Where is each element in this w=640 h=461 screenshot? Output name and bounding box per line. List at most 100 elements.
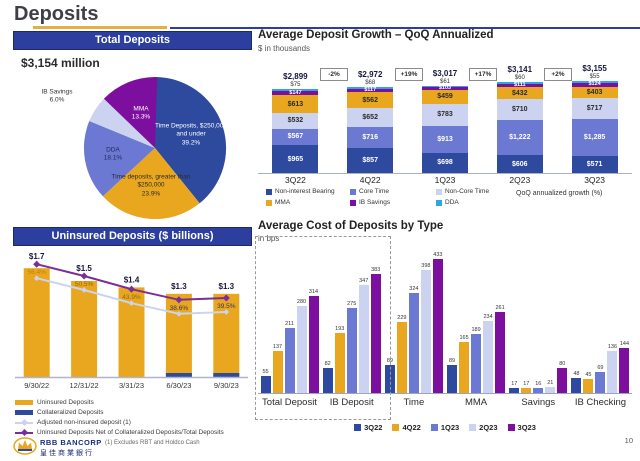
cost-bar-wrap: 17 <box>509 381 520 393</box>
cost-bar <box>545 386 556 393</box>
cost-value-label: 398 <box>421 262 431 269</box>
legend-item: Uninsured Deposits Net of Collateralized… <box>15 428 252 437</box>
legend-swatch <box>15 410 33 415</box>
legend-item: 2Q23 <box>469 423 498 432</box>
legend-swatch <box>436 199 442 206</box>
legend-swatch <box>354 424 362 431</box>
legend-item: 3Q23 <box>507 423 536 432</box>
growth-x-label: 1Q23 <box>434 175 456 185</box>
cost-value-label: 275 <box>347 300 357 307</box>
cost-value-label: 324 <box>409 285 419 292</box>
growth-segment <box>496 82 543 84</box>
growth-column: $2,899 $75 $147 $613 $532 $567 $965 <box>258 56 333 173</box>
uninsured-x-label: 12/31/22 <box>69 381 99 390</box>
cost-x-axis-line <box>258 393 632 394</box>
growth-stack: $103 $459 $783 $913 $698 <box>421 85 468 173</box>
growth-segment: $965 <box>272 145 319 173</box>
cost-value-label: 165 <box>459 334 469 341</box>
cost-value-label: 89 <box>449 358 456 365</box>
cost-bar <box>346 307 357 393</box>
growth-dda-label: $75 <box>290 81 301 88</box>
cost-value-label: 69 <box>597 364 604 371</box>
cost-bar-wrap: 82 <box>322 361 333 393</box>
cost-bar <box>308 295 319 393</box>
cost-value-label: 280 <box>296 299 307 306</box>
pie-slice-label: IB Savings 6.0% <box>41 88 73 104</box>
cost-bar <box>284 327 295 393</box>
pie-slice <box>102 148 200 220</box>
cost-group-bars: 55 137 211 280 314 <box>260 248 319 393</box>
page-number: 10 <box>624 436 633 445</box>
cost-bar-wrap: 16 <box>533 381 544 393</box>
growth-segment-label: $716 <box>362 134 378 142</box>
growth-segment-label: $124 <box>588 81 601 88</box>
uninsured-svg: $1.7 56.4% $1.5 50.5% $1.4 43.9% $1.3 38.6% $1.3… <box>15 252 248 379</box>
legend-label: Non-Core Time <box>445 188 490 195</box>
growth-segment: $783 <box>421 103 468 127</box>
cost-value-label: 137 <box>272 343 283 350</box>
growth-columns: $2,899 $75 $147 $613 $532 $567 $965 $2,972 $68 $1… <box>258 56 632 173</box>
legend-item: 1Q23 <box>430 423 459 432</box>
cost-chart-subtitle: in bps <box>258 234 280 243</box>
cost-bar <box>408 292 419 393</box>
crown-logo-icon <box>13 437 37 455</box>
total-deposits-header: Total Deposits <box>13 31 252 50</box>
cost-bar-wrap: 55 <box>260 369 271 393</box>
cost-bar <box>557 368 568 393</box>
growth-segment <box>347 86 394 89</box>
growth-segment: $698 <box>421 152 468 173</box>
legend-swatch <box>15 428 33 437</box>
legend-swatch <box>392 424 400 431</box>
cost-value-label: 261 <box>495 305 505 312</box>
growth-segment: $717 <box>571 98 618 120</box>
growth-segment <box>571 81 618 84</box>
left-column: Total Deposits $3,154 million Time Depos… <box>13 31 252 457</box>
growth-segment <box>421 85 468 88</box>
cost-bar-wrap: 280 <box>296 299 307 393</box>
cost-chart-title: Average Cost of Deposits by Type <box>258 220 444 232</box>
cost-group-bars: 48 45 69 136 144 <box>571 248 630 393</box>
cost-value-label: 45 <box>585 372 592 379</box>
growth-total-label: $3,017 <box>432 68 458 78</box>
cost-bar <box>432 258 443 393</box>
legend-label: DDA <box>445 199 459 206</box>
cost-bar-wrap: 229 <box>396 315 407 393</box>
uninsured-pct-label: 50.5% <box>75 281 94 288</box>
qoq-growth-box: -2% <box>320 68 348 81</box>
cost-value-label: 211 <box>285 320 294 327</box>
cost-value-label: 347 <box>359 278 369 285</box>
cost-value-label: 193 <box>335 326 345 333</box>
cost-bar-wrap: 80 <box>557 361 568 393</box>
footnote: (1) Excludes RBT and Holdco Cash <box>105 440 200 446</box>
uninsured-x-label: 3/31/23 <box>119 381 145 390</box>
growth-segment: $147 <box>272 90 319 96</box>
uninsured-deposits-header: Uninsured Deposits ($ billions) <box>13 227 252 246</box>
deposit-growth-stacked-chart: $2,899 $75 $147 $613 $532 $567 $965 $2,972 $68 $1… <box>258 56 632 174</box>
growth-segment-label: $571 <box>586 161 603 169</box>
cost-bar <box>495 312 506 393</box>
cost-value-label: 383 <box>371 267 381 274</box>
title-underline-blue <box>170 27 640 29</box>
growth-segment: $103 <box>421 86 468 91</box>
legend-swatch <box>15 400 33 405</box>
collateralized-bar-segment <box>165 373 192 377</box>
cost-value-label: 82 <box>324 360 331 367</box>
cost-bar-wrap: 234 <box>483 314 494 393</box>
cost-value-label: 48 <box>573 371 580 378</box>
growth-segment: $432 <box>496 86 543 100</box>
growth-x-label: 4Q22 <box>359 175 381 185</box>
growth-stack: $124 $403 $717 $1,285 $571 <box>571 81 618 173</box>
pie-slice <box>89 98 155 148</box>
cost-value-label: 17 <box>523 380 530 387</box>
growth-segment-label: $532 <box>287 117 304 125</box>
cost-bar-wrap: 165 <box>459 335 470 393</box>
legend-swatch <box>430 424 438 431</box>
cost-bar <box>396 322 407 393</box>
cost-group: 89 165 189 234 261 MMA <box>447 248 506 408</box>
cost-group: 55 137 211 280 314 Total Deposit <box>260 248 319 408</box>
uninsured-pct-label: 43.9% <box>122 294 141 301</box>
legend-swatch <box>350 199 356 206</box>
cost-bar-wrap: 324 <box>408 286 419 393</box>
growth-total-label: $3,155 <box>582 64 607 74</box>
cost-value-label: 55 <box>262 368 269 375</box>
